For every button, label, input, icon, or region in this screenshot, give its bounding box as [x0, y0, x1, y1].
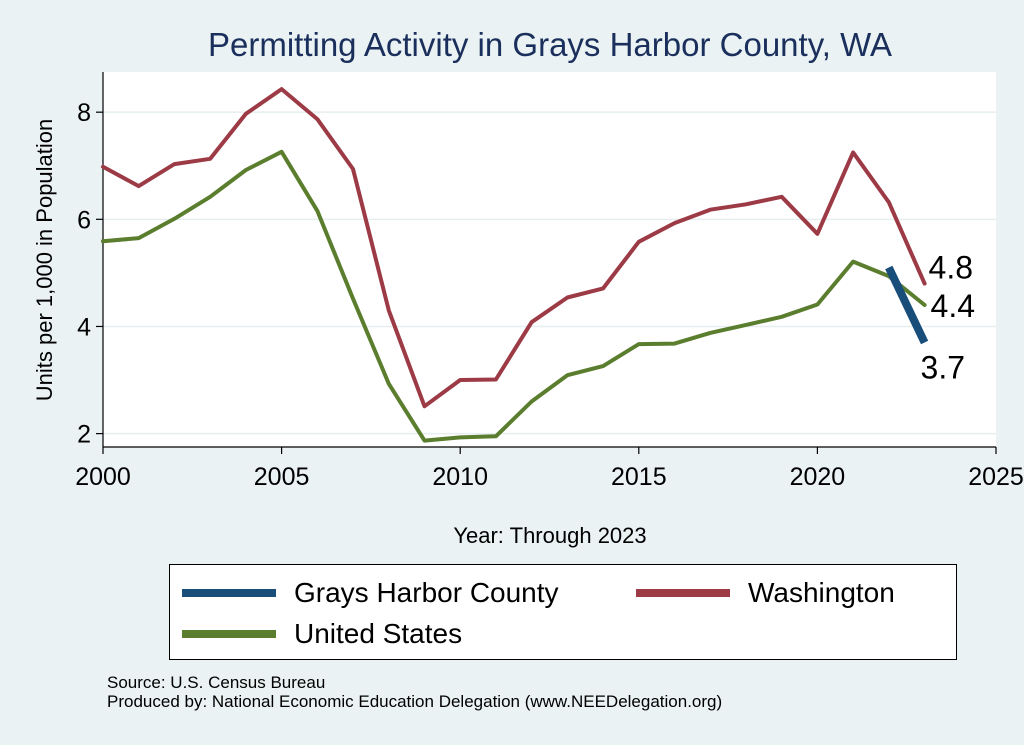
x-tick-label-2015: 2015: [611, 463, 667, 491]
x-tick-label-2005: 2005: [254, 463, 310, 491]
y-tick-label-6: 6: [77, 206, 91, 234]
legend-item-grays-harbor: Grays Harbor County: [182, 577, 559, 609]
series-line-united-states: [101, 149, 927, 443]
x-tick-label-2010: 2010: [432, 463, 488, 491]
legend-label-united-states: United States: [294, 618, 463, 649]
legend-label-grays-harbor: Grays Harbor County: [294, 577, 559, 608]
legend-item-washington: Washington: [636, 577, 895, 609]
x-axis-title: Year: Through 2023: [453, 523, 647, 548]
legend-label-washington: Washington: [748, 577, 895, 608]
produced-by-line: Produced by: National Economic Education…: [107, 692, 723, 711]
source-note: Source: U.S. Census Bureau Produced by: …: [107, 673, 722, 711]
end-label-washington: 4.8: [929, 250, 973, 286]
end-label-united-states: 4.4: [931, 288, 975, 324]
plot-area: [103, 72, 996, 447]
series-line-washington: [101, 87, 927, 409]
end-label-grays-harbor: 3.7: [921, 350, 965, 386]
source-line: Source: U.S. Census Bureau: [107, 673, 326, 692]
y-axis-title: Units per 1,000 in Population: [32, 119, 57, 402]
legend-item-united-states: United States: [182, 618, 462, 650]
x-tick-label-2000: 2000: [75, 463, 131, 491]
y-tick-label-2: 2: [77, 421, 91, 449]
line-chart: 2 4 6 8 2000 2005 2010 2015 2020 2025 4.84.4 3.7 U…: [32, 72, 1024, 491]
legend-swatch-united-states: [182, 630, 276, 638]
x-tick-label-2025: 2025: [968, 463, 1024, 491]
legend-swatch-grays-harbor: [182, 589, 276, 597]
chart-title: Permitting Activity in Grays Harbor Coun…: [207, 26, 893, 63]
legend: Grays Harbor County Washington United St…: [169, 564, 957, 660]
legend-swatch-washington: [636, 589, 730, 597]
series-line-grays-harbor: [885, 265, 929, 345]
y-tick-label-8: 8: [77, 99, 91, 127]
y-tick-label-4: 4: [77, 313, 91, 341]
x-tick-label-2020: 2020: [790, 463, 846, 491]
